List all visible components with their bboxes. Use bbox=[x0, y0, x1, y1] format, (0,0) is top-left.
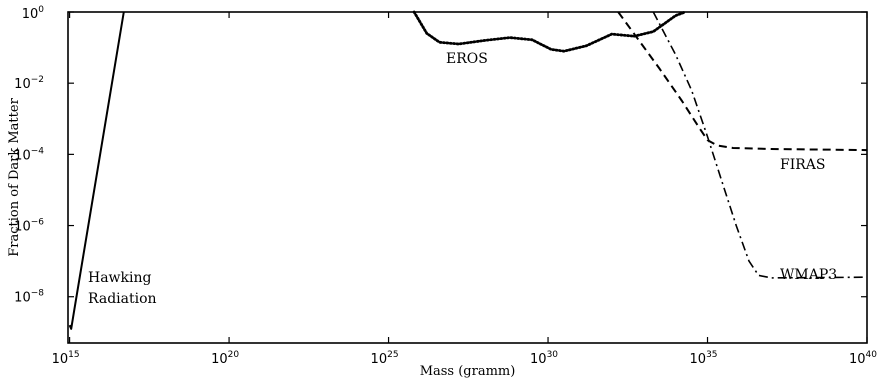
y-tick-label: 10−2 bbox=[14, 75, 44, 92]
y-tick-label: 10−8 bbox=[14, 289, 44, 306]
y-tick-label: 10−6 bbox=[14, 218, 44, 235]
x-axis-label: Mass (gramm) bbox=[420, 364, 516, 379]
y-axis-label: Fraction of Dark Matter bbox=[7, 97, 22, 256]
y-tick-label: 100 bbox=[22, 5, 45, 22]
series-layer bbox=[68, 10, 868, 330]
plot-frame bbox=[67, 11, 868, 344]
hawking-radiation-label: Hawking bbox=[88, 270, 152, 286]
firas-curve bbox=[617, 11, 868, 152]
eros-label: EROS bbox=[446, 51, 488, 67]
x-tick-label: 1030 bbox=[530, 350, 558, 367]
series-annotations: Hawking Radiation EROS FIRAS WMAP3 bbox=[88, 51, 837, 307]
hawking-radiation-label: Radiation bbox=[88, 291, 157, 307]
eros-curve bbox=[412, 10, 687, 53]
firas-label: FIRAS bbox=[780, 157, 826, 173]
x-tick-label: 1035 bbox=[690, 350, 718, 367]
x-tick-label: 1040 bbox=[849, 350, 877, 367]
tick-labels: 1015 1020 1025 1030 1035 1040 100 10−2 10−4 10−6 1… bbox=[14, 5, 877, 367]
hawking-radiation-curve bbox=[68, 11, 125, 330]
plot-area bbox=[67, 11, 868, 344]
wmap3-curve bbox=[652, 11, 868, 279]
axis-ticks bbox=[68, 11, 868, 343]
wmap3-label: WMAP3 bbox=[780, 267, 837, 283]
x-tick-label: 1025 bbox=[371, 350, 399, 367]
x-tick-label: 1020 bbox=[211, 350, 239, 367]
y-tick-label: 10−4 bbox=[14, 146, 44, 163]
x-tick-label: 1015 bbox=[52, 350, 80, 367]
